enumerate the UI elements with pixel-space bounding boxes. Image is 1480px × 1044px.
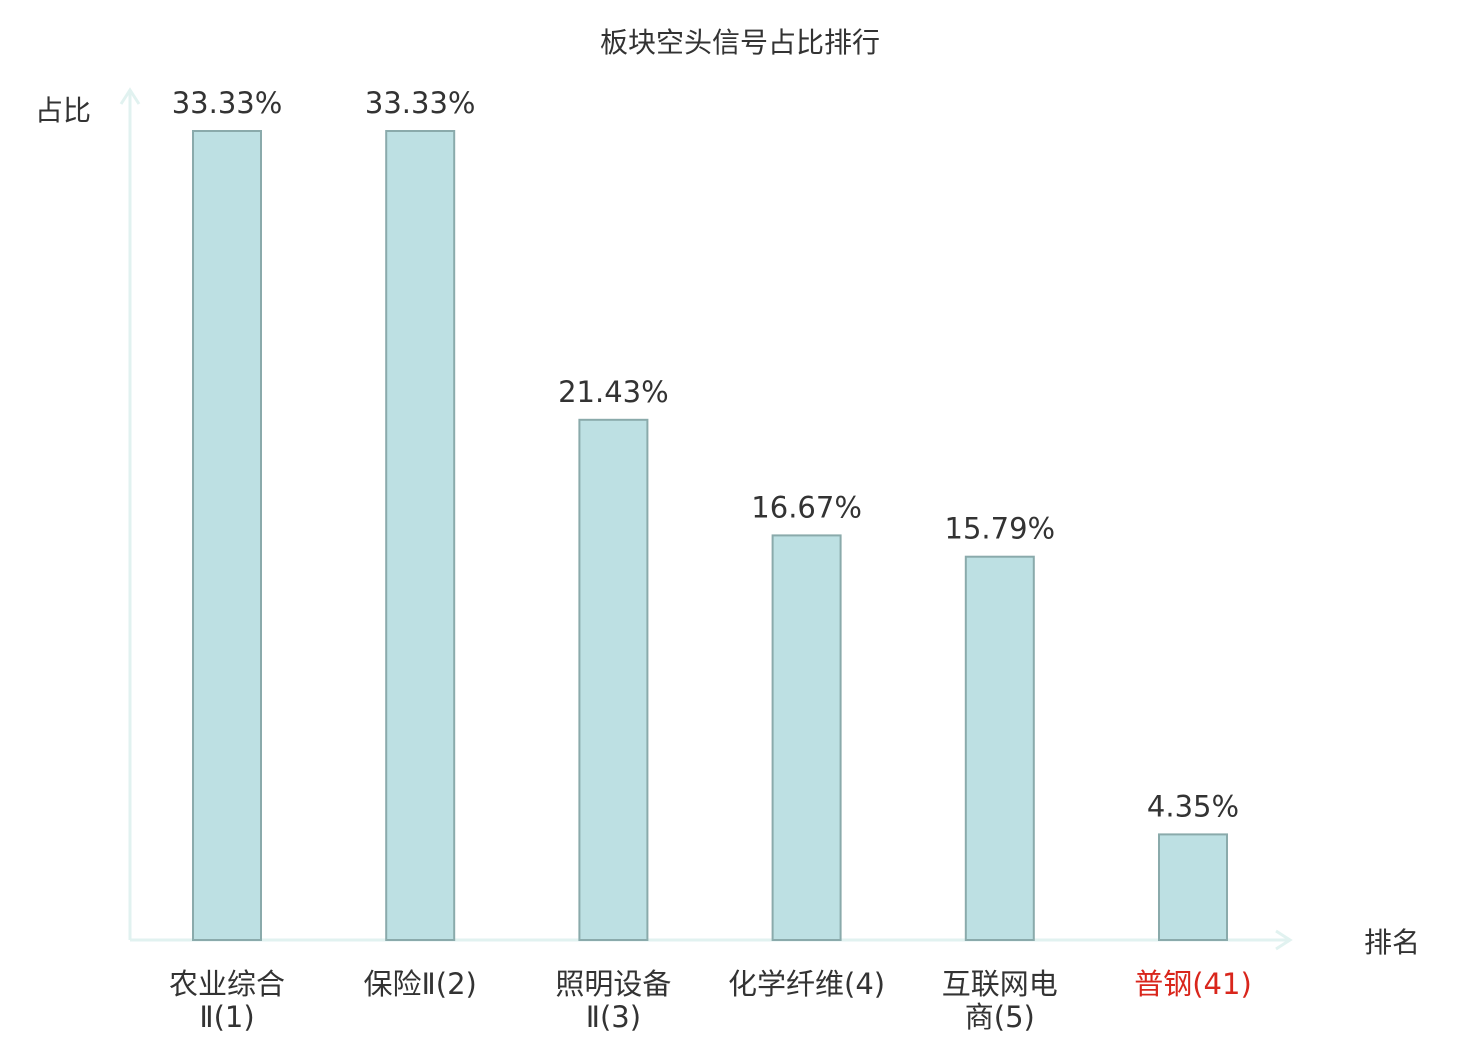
category-label-4: 化学纤维(4): [728, 967, 885, 1001]
value-label-1: 33.33%: [172, 86, 283, 120]
value-label-2: 33.33%: [365, 86, 476, 120]
category-label-3-line-1: 照明设备: [555, 967, 671, 1001]
bar-3: [578, 418, 649, 941]
bars-group: [192, 130, 1228, 942]
axes: [119, 87, 1293, 951]
x-axis-arrow: [1275, 929, 1293, 951]
y-axis-label: 占比: [35, 94, 91, 127]
y-axis-arrow: [119, 87, 141, 105]
bar-5: [964, 555, 1035, 941]
category-label-2: 保险Ⅱ(2): [364, 967, 477, 1001]
value-label-6: 4.35%: [1147, 789, 1239, 823]
category-label-5-line-1: 互联网电: [942, 967, 1058, 1001]
category-label-6: 普钢(41): [1134, 967, 1252, 1001]
value-label-3: 21.43%: [558, 375, 669, 409]
category-label-5-line-2: 商(5): [965, 1000, 1035, 1034]
category-label-1-line-2: Ⅱ(1): [199, 1000, 254, 1034]
bar-4: [771, 534, 842, 942]
bar-2: [385, 130, 456, 941]
x-axis-label: 排名: [1364, 926, 1420, 959]
bar-6: [1158, 833, 1228, 942]
value-label-5: 15.79%: [945, 512, 1056, 546]
value-labels-group: 33.33% 33.33% 21.43% 16.67% 15.79% 4.35%: [172, 86, 1239, 823]
category-label-3-line-2: Ⅱ(3): [586, 1000, 641, 1034]
chart-title: 板块空头信号占比排行: [600, 26, 880, 59]
category-label-1-line-1: 农业综合: [169, 967, 285, 1001]
bar-1: [192, 130, 262, 941]
value-label-4: 16.67%: [751, 490, 862, 524]
